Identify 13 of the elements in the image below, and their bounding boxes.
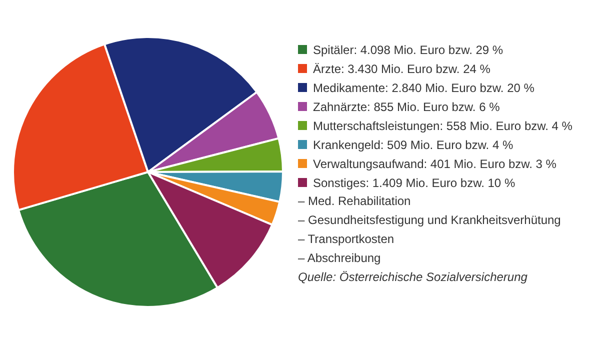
legend-label: Spitäler: 4.098 Mio. Euro bzw. 29 % bbox=[313, 42, 504, 56]
legend-label: Zahnärzte: 855 Mio. Euro bzw. 6 % bbox=[313, 100, 500, 114]
legend-label: Krankengeld: 509 Mio. Euro bzw. 4 % bbox=[313, 138, 514, 152]
legend-label: Verwaltungsaufwand: 401 Mio. Euro bzw. 3 % bbox=[313, 156, 556, 170]
text: – Abschreibung bbox=[298, 250, 382, 267]
legend-label: Ärzte: 3.430 Mio. Euro bzw. 24 % bbox=[313, 62, 490, 76]
legend-label: Mutterschaftsleistungen: 558 Mio. Euro bzw. 4 % bbox=[313, 118, 572, 132]
text: – Transportkosten bbox=[298, 231, 396, 248]
legend-label: Sonstiges: 1.409 Mio. Euro bzw. 10 % bbox=[313, 176, 516, 190]
source-note: Quelle: Österreichische Sozialversicherung bbox=[298, 269, 528, 286]
text: – Med. Rehabilitation bbox=[298, 193, 412, 210]
legend-label: Medikamente: 2.840 Mio. Euro bzw. 20 % bbox=[313, 80, 534, 94]
text: – Gesundheitsfestigung und Krankheitsverhütung bbox=[298, 212, 562, 229]
